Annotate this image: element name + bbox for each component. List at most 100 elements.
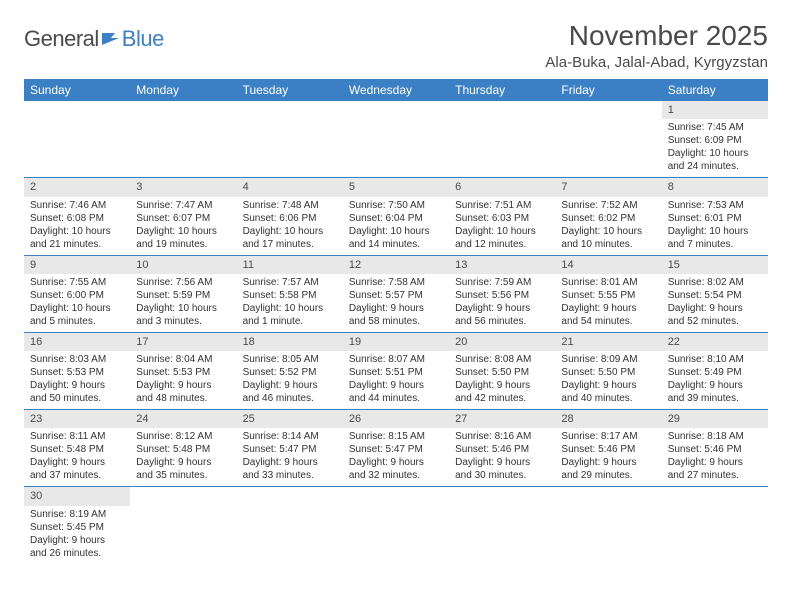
day-cell: 15Sunrise: 8:02 AMSunset: 5:54 PMDayligh… [662, 256, 768, 332]
day-detail-line: Daylight: 9 hours [561, 302, 655, 315]
day-number: 14 [555, 256, 661, 274]
month-title: November 2025 [545, 20, 768, 52]
day-detail-line: Daylight: 9 hours [455, 302, 549, 315]
day-detail-line: Sunset: 5:57 PM [349, 289, 443, 302]
day-body: Sunrise: 7:47 AMSunset: 6:07 PMDaylight:… [130, 197, 236, 255]
day-number: 20 [449, 333, 555, 351]
day-detail-line: Sunset: 5:54 PM [668, 289, 762, 302]
day-detail-line: Sunrise: 8:15 AM [349, 430, 443, 443]
dow-cell: Saturday [662, 79, 768, 101]
day-body: Sunrise: 7:59 AMSunset: 5:56 PMDaylight:… [449, 274, 555, 332]
day-detail-line: Sunset: 5:45 PM [30, 521, 124, 534]
day-body: Sunrise: 8:16 AMSunset: 5:46 PMDaylight:… [449, 428, 555, 486]
day-number: 2 [24, 178, 130, 196]
dow-cell: Wednesday [343, 79, 449, 101]
day-detail-line: and 3 minutes. [136, 315, 230, 328]
day-detail-line: Sunrise: 8:09 AM [561, 353, 655, 366]
day-body: Sunrise: 8:05 AMSunset: 5:52 PMDaylight:… [237, 351, 343, 409]
day-detail-line: and 44 minutes. [349, 392, 443, 405]
day-detail-line: Sunset: 5:46 PM [561, 443, 655, 456]
day-cell: 19Sunrise: 8:07 AMSunset: 5:51 PMDayligh… [343, 333, 449, 409]
day-cell: 20Sunrise: 8:08 AMSunset: 5:50 PMDayligh… [449, 333, 555, 409]
day-detail-line: Sunset: 5:53 PM [136, 366, 230, 379]
day-number: 12 [343, 256, 449, 274]
day-cell: 23Sunrise: 8:11 AMSunset: 5:48 PMDayligh… [24, 410, 130, 486]
day-detail-line: Daylight: 10 hours [561, 225, 655, 238]
day-detail-line: Sunset: 5:48 PM [30, 443, 124, 456]
week-row: 2Sunrise: 7:46 AMSunset: 6:08 PMDaylight… [24, 178, 768, 255]
week-row: 30Sunrise: 8:19 AMSunset: 5:45 PMDayligh… [24, 487, 768, 563]
day-detail-line: Sunset: 6:00 PM [30, 289, 124, 302]
day-detail-line: Sunset: 5:58 PM [243, 289, 337, 302]
day-detail-line: and 50 minutes. [30, 392, 124, 405]
day-detail-line: Sunset: 6:09 PM [668, 134, 762, 147]
day-cell: 29Sunrise: 8:18 AMSunset: 5:46 PMDayligh… [662, 410, 768, 486]
day-body: Sunrise: 7:53 AMSunset: 6:01 PMDaylight:… [662, 197, 768, 255]
logo-text-general: General [24, 26, 99, 52]
day-detail-line: and 48 minutes. [136, 392, 230, 405]
day-detail-line: Sunset: 6:07 PM [136, 212, 230, 225]
day-detail-line: Sunset: 6:08 PM [30, 212, 124, 225]
day-cell: 5Sunrise: 7:50 AMSunset: 6:04 PMDaylight… [343, 178, 449, 254]
dow-cell: Friday [555, 79, 661, 101]
day-detail-line: Daylight: 9 hours [561, 456, 655, 469]
header: General Blue November 2025 Ala-Buka, Jal… [24, 20, 768, 71]
day-body: Sunrise: 8:01 AMSunset: 5:55 PMDaylight:… [555, 274, 661, 332]
day-body: Sunrise: 8:07 AMSunset: 5:51 PMDaylight:… [343, 351, 449, 409]
day-detail-line: Daylight: 10 hours [30, 225, 124, 238]
day-detail-line: and 42 minutes. [455, 392, 549, 405]
day-body: Sunrise: 8:08 AMSunset: 5:50 PMDaylight:… [449, 351, 555, 409]
empty-cell [449, 487, 555, 563]
day-number: 27 [449, 410, 555, 428]
day-detail-line: Sunrise: 8:14 AM [243, 430, 337, 443]
day-detail-line: Sunrise: 7:56 AM [136, 276, 230, 289]
day-body: Sunrise: 8:11 AMSunset: 5:48 PMDaylight:… [24, 428, 130, 486]
day-detail-line: Sunrise: 8:17 AM [561, 430, 655, 443]
day-detail-line: Sunset: 5:48 PM [136, 443, 230, 456]
day-cell: 8Sunrise: 7:53 AMSunset: 6:01 PMDaylight… [662, 178, 768, 254]
day-cell: 22Sunrise: 8:10 AMSunset: 5:49 PMDayligh… [662, 333, 768, 409]
day-detail-line: Sunrise: 7:51 AM [455, 199, 549, 212]
day-detail-line: Sunrise: 7:48 AM [243, 199, 337, 212]
day-number: 17 [130, 333, 236, 351]
day-number: 19 [343, 333, 449, 351]
day-detail-line: and 46 minutes. [243, 392, 337, 405]
day-body: Sunrise: 7:46 AMSunset: 6:08 PMDaylight:… [24, 197, 130, 255]
day-detail-line: Sunset: 5:50 PM [455, 366, 549, 379]
day-detail-line: Daylight: 9 hours [561, 379, 655, 392]
day-number: 16 [24, 333, 130, 351]
day-detail-line: Sunrise: 8:04 AM [136, 353, 230, 366]
day-body: Sunrise: 8:10 AMSunset: 5:49 PMDaylight:… [662, 351, 768, 409]
day-cell: 9Sunrise: 7:55 AMSunset: 6:00 PMDaylight… [24, 256, 130, 332]
day-number: 3 [130, 178, 236, 196]
day-detail-line: Sunrise: 8:11 AM [30, 430, 124, 443]
day-number: 18 [237, 333, 343, 351]
day-detail-line: Sunset: 6:01 PM [668, 212, 762, 225]
day-cell: 30Sunrise: 8:19 AMSunset: 5:45 PMDayligh… [24, 487, 130, 563]
day-detail-line: Daylight: 9 hours [243, 456, 337, 469]
day-cell: 7Sunrise: 7:52 AMSunset: 6:02 PMDaylight… [555, 178, 661, 254]
day-detail-line: Sunset: 5:51 PM [349, 366, 443, 379]
day-detail-line: Sunrise: 8:19 AM [30, 508, 124, 521]
day-body: Sunrise: 7:48 AMSunset: 6:06 PMDaylight:… [237, 197, 343, 255]
day-detail-line: Daylight: 9 hours [30, 379, 124, 392]
day-detail-line: Sunrise: 8:08 AM [455, 353, 549, 366]
day-detail-line: and 33 minutes. [243, 469, 337, 482]
day-detail-line: Sunrise: 7:57 AM [243, 276, 337, 289]
day-number: 9 [24, 256, 130, 274]
day-body: Sunrise: 8:17 AMSunset: 5:46 PMDaylight:… [555, 428, 661, 486]
day-number: 24 [130, 410, 236, 428]
day-cell: 24Sunrise: 8:12 AMSunset: 5:48 PMDayligh… [130, 410, 236, 486]
day-detail-line: and 52 minutes. [668, 315, 762, 328]
day-detail-line: Sunset: 5:55 PM [561, 289, 655, 302]
day-detail-line: Daylight: 9 hours [668, 302, 762, 315]
day-cell: 14Sunrise: 8:01 AMSunset: 5:55 PMDayligh… [555, 256, 661, 332]
empty-cell [343, 101, 449, 177]
day-detail-line: Sunset: 6:06 PM [243, 212, 337, 225]
day-detail-line: Sunrise: 8:07 AM [349, 353, 443, 366]
day-detail-line: Sunset: 5:47 PM [349, 443, 443, 456]
day-detail-line: and 39 minutes. [668, 392, 762, 405]
day-cell: 2Sunrise: 7:46 AMSunset: 6:08 PMDaylight… [24, 178, 130, 254]
day-cell: 10Sunrise: 7:56 AMSunset: 5:59 PMDayligh… [130, 256, 236, 332]
day-detail-line: Daylight: 10 hours [30, 302, 124, 315]
